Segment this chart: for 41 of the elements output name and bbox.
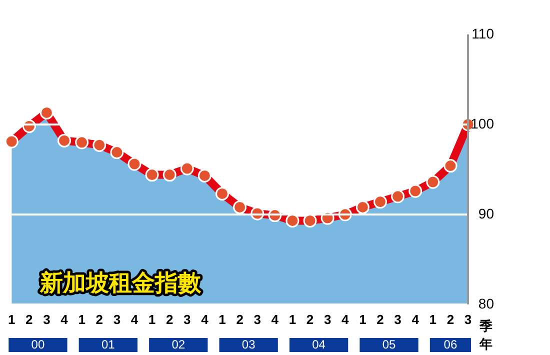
text: 年 <box>478 336 492 352</box>
x-tick-label: 3 <box>43 312 50 327</box>
x-tick-label: 1 <box>78 312 86 327</box>
x-tick-label: 1 <box>288 312 296 327</box>
x-tick-label: 1 <box>429 312 437 327</box>
x-tick-label: 2 <box>306 312 314 327</box>
text: 00 <box>31 337 45 352</box>
x-tick-label: 1 <box>218 312 226 327</box>
text: 03 <box>242 337 256 352</box>
x-tick-label: 3 <box>184 312 191 327</box>
text: 新加坡租金指數 <box>39 270 202 296</box>
x-tick-label: 1 <box>148 312 156 327</box>
x-tick-label: 3 <box>113 312 121 327</box>
text: 05 <box>382 337 396 352</box>
x-tick-label: 1 <box>8 312 16 327</box>
x-tick-label: 2 <box>166 312 174 327</box>
y-tick-label: 110 <box>472 25 494 42</box>
x-tick-label: 2 <box>446 312 454 327</box>
x-tick-label: 4 <box>342 312 350 327</box>
y-tick-label: 100 <box>470 115 494 132</box>
x-tick-label: 1 <box>359 312 366 327</box>
x-tick-label: 2 <box>26 312 33 327</box>
x-tick-label: 3 <box>324 312 332 327</box>
x-tick-label: 3 <box>254 312 261 327</box>
x-tick-label: 4 <box>201 312 210 327</box>
text: 06 <box>444 337 458 352</box>
x-tick-label: 2 <box>236 312 244 327</box>
x-tick-label: 2 <box>96 312 103 327</box>
x-tick-label: 2 <box>376 312 384 327</box>
text: 04 <box>312 337 326 352</box>
x-axis-title: 季 <box>478 318 492 334</box>
x-tick-label: 4 <box>130 312 139 327</box>
y-tick-label: 80 <box>478 295 494 312</box>
text: 02 <box>172 337 186 352</box>
x-tick-label: 4 <box>60 312 69 327</box>
text: 01 <box>101 337 116 352</box>
y-tick-label: 90 <box>478 205 494 222</box>
x-tick-label: 3 <box>464 312 472 327</box>
x-tick-label: 3 <box>394 312 402 327</box>
x-tick-label: 4 <box>271 312 280 327</box>
x-tick-label: 4 <box>412 312 420 327</box>
